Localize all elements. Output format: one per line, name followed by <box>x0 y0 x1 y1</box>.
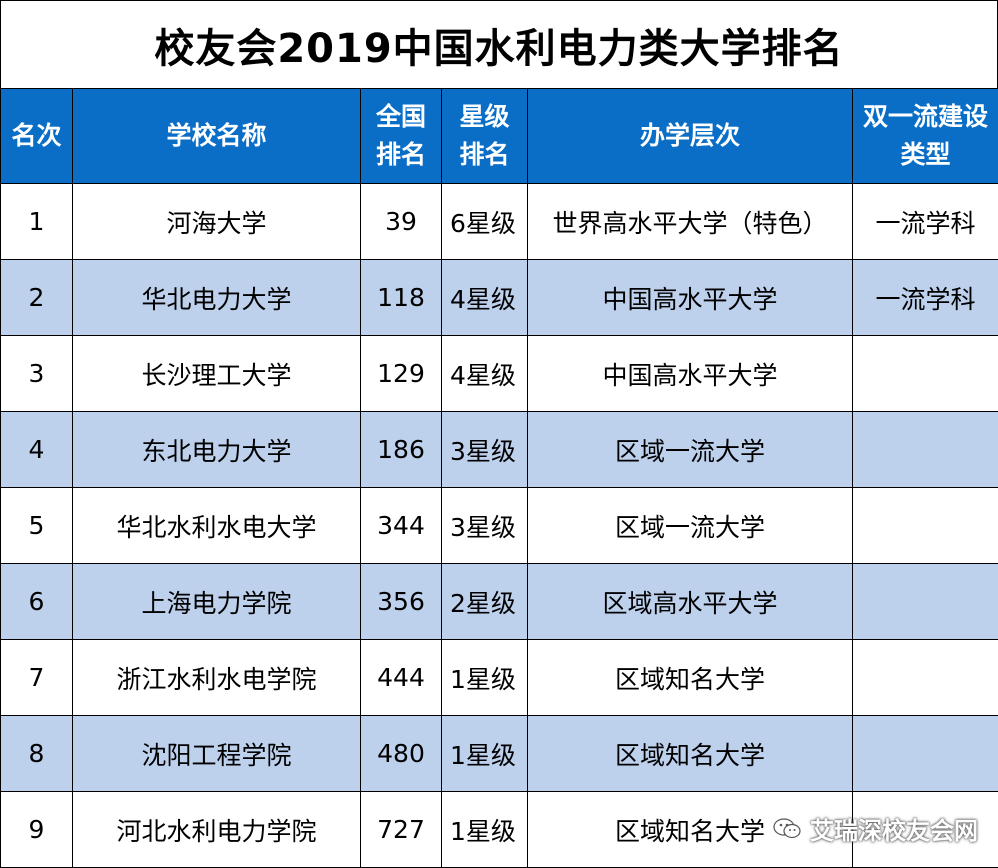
cell-level: 区域高水平大学 <box>527 563 853 640</box>
cell-rank: 3 <box>0 335 73 412</box>
cell-national-rank: 727 <box>360 791 442 868</box>
cell-rank: 5 <box>0 487 73 564</box>
cell-type <box>852 411 998 488</box>
cell-national-rank: 344 <box>360 487 442 564</box>
header-star-rank-line2: 排名 <box>459 140 510 169</box>
cell-star-rank: 2星级 <box>441 563 528 640</box>
cell-star-rank: 6星级 <box>441 183 528 260</box>
cell-national-rank: 444 <box>360 639 442 716</box>
cell-type <box>852 335 998 412</box>
cell-level: 区域知名大学 <box>527 715 853 792</box>
cell-type <box>852 487 998 564</box>
cell-school: 华北水利水电大学 <box>72 487 361 564</box>
cell-type <box>852 563 998 640</box>
header-row: 名次 学校名称 全国 排名 星级 排名 办学层次 双一流建设 类型 <box>0 88 998 184</box>
cell-type: 一流学科 <box>852 259 998 336</box>
header-school: 学校名称 <box>72 88 361 184</box>
cell-star-rank: 3星级 <box>441 487 528 564</box>
cell-type <box>852 639 998 716</box>
cell-rank: 6 <box>0 563 73 640</box>
cell-national-rank: 118 <box>360 259 442 336</box>
header-level: 办学层次 <box>527 88 853 184</box>
table-title: 校友会2019中国水利电力类大学排名 <box>0 0 998 89</box>
cell-star-rank: 1星级 <box>441 639 528 716</box>
cell-star-rank: 3星级 <box>441 411 528 488</box>
table-row: 9 河北水利电力学院 727 1星级 区域知名大学 <box>0 791 998 868</box>
header-star-rank-line1: 星级 <box>459 102 510 131</box>
cell-school: 沈阳工程学院 <box>72 715 361 792</box>
cell-level: 区域知名大学 <box>527 791 853 868</box>
header-rank: 名次 <box>0 88 73 184</box>
cell-rank: 1 <box>0 183 73 260</box>
table-row: 7 浙江水利水电学院 444 1星级 区域知名大学 <box>0 639 998 716</box>
cell-national-rank: 356 <box>360 563 442 640</box>
cell-school: 上海电力学院 <box>72 563 361 640</box>
cell-star-rank: 1星级 <box>441 791 528 868</box>
cell-level: 区域一流大学 <box>527 487 853 564</box>
watermark-text: 艾瑞深校友会网 <box>810 817 978 845</box>
table-row: 8 沈阳工程学院 480 1星级 区域知名大学 <box>0 715 998 792</box>
watermark: 艾瑞深校友会网 <box>772 811 978 846</box>
wechat-icon <box>772 816 802 842</box>
cell-type: 一流学科 <box>852 183 998 260</box>
cell-level: 区域知名大学 <box>527 639 853 716</box>
header-national-rank: 全国 排名 <box>360 88 442 184</box>
header-national-rank-line2: 排名 <box>375 140 426 169</box>
cell-school: 浙江水利水电学院 <box>72 639 361 716</box>
cell-national-rank: 186 <box>360 411 442 488</box>
header-star-rank: 星级 排名 <box>441 88 528 184</box>
cell-national-rank: 480 <box>360 715 442 792</box>
table-row: 1 河海大学 39 6星级 世界高水平大学（特色） 一流学科 <box>0 183 998 260</box>
table-row: 4 东北电力大学 186 3星级 区域一流大学 <box>0 411 998 488</box>
cell-school: 长沙理工大学 <box>72 335 361 412</box>
cell-level: 区域一流大学 <box>527 411 853 488</box>
header-national-rank-line1: 全国 <box>375 102 426 131</box>
header-double-first: 双一流建设 类型 <box>852 88 998 184</box>
table-row: 5 华北水利水电大学 344 3星级 区域一流大学 <box>0 487 998 564</box>
ranking-table: 名次 学校名称 全国 排名 星级 排名 办学层次 双一流建设 类型 1 <box>0 88 998 868</box>
cell-rank: 9 <box>0 791 73 868</box>
cell-star-rank: 4星级 <box>441 259 528 336</box>
table-row: 3 长沙理工大学 129 4星级 中国高水平大学 <box>0 335 998 412</box>
cell-type <box>852 791 998 868</box>
cell-rank: 8 <box>0 715 73 792</box>
table-row: 6 上海电力学院 356 2星级 区域高水平大学 <box>0 563 998 640</box>
cell-rank: 2 <box>0 259 73 336</box>
cell-level: 中国高水平大学 <box>527 335 853 412</box>
cell-star-rank: 4星级 <box>441 335 528 412</box>
cell-national-rank: 129 <box>360 335 442 412</box>
cell-level: 世界高水平大学（特色） <box>527 183 853 260</box>
header-double-first-line2: 类型 <box>900 140 951 169</box>
cell-school: 东北电力大学 <box>72 411 361 488</box>
cell-national-rank: 39 <box>360 183 442 260</box>
cell-type <box>852 715 998 792</box>
table-row: 2 华北电力大学 118 4星级 中国高水平大学 一流学科 <box>0 259 998 336</box>
cell-school: 华北电力大学 <box>72 259 361 336</box>
cell-star-rank: 1星级 <box>441 715 528 792</box>
cell-rank: 7 <box>0 639 73 716</box>
cell-school: 河海大学 <box>72 183 361 260</box>
cell-level: 中国高水平大学 <box>527 259 853 336</box>
cell-school: 河北水利电力学院 <box>72 791 361 868</box>
cell-rank: 4 <box>0 411 73 488</box>
header-double-first-line1: 双一流建设 <box>862 102 988 131</box>
